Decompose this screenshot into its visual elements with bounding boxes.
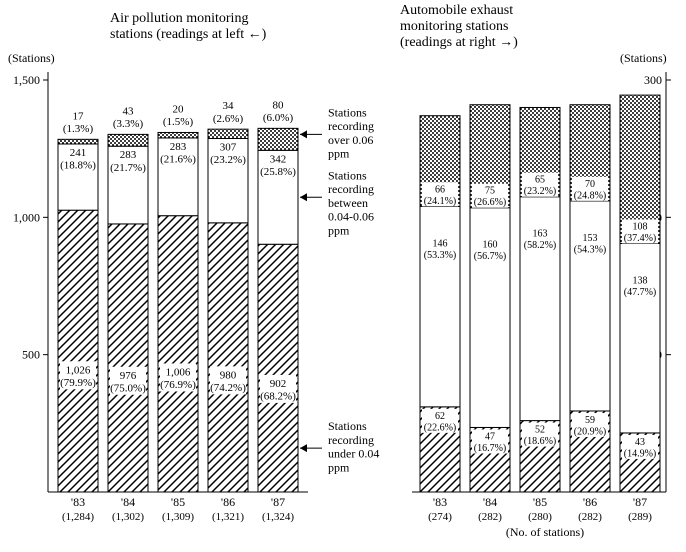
- right-year: '84: [483, 495, 497, 509]
- left-seg-label: 80(6.0%): [263, 99, 294, 124]
- right-total: (282): [578, 511, 602, 523]
- right-bar-seg: [420, 206, 460, 407]
- left-year: '86: [221, 495, 235, 509]
- legend-label: Stationsrecordingover 0.06ppm: [328, 105, 374, 160]
- left-seg-label: 34(2.6%): [213, 100, 244, 125]
- legend-label: Stationsrecordingunder 0.04ppm: [328, 419, 379, 474]
- left-year: '83: [71, 495, 85, 509]
- left-year: '84: [121, 495, 135, 509]
- left-total: (1,321): [212, 511, 244, 523]
- left-year: '85: [171, 495, 185, 509]
- right-total: (282): [478, 511, 502, 523]
- left-seg-label: 43(3.3%): [113, 105, 144, 130]
- right-year: '87: [633, 495, 647, 509]
- right-year: '83: [433, 495, 447, 509]
- right-year: '86: [583, 495, 597, 509]
- right-total: (289): [628, 511, 652, 523]
- right-bar-seg: [620, 243, 660, 433]
- legend-label: Stationsrecordingbetween0.04-0.06ppm: [328, 168, 374, 237]
- left-bar-seg: [108, 224, 148, 492]
- left-bar-seg: [158, 216, 198, 492]
- left-total: (1,302): [112, 511, 144, 523]
- right-xfoot: (No. of stations): [506, 525, 584, 539]
- left-bar-seg: [208, 223, 248, 492]
- left-seg-label: 20(1.5%): [163, 103, 194, 128]
- left-bar-seg: [108, 134, 148, 146]
- left-total: (1,324): [262, 511, 294, 523]
- right-ylabel: (Stations): [620, 51, 667, 65]
- left-seg-label: 17(1.3%): [63, 110, 94, 135]
- left-bar-seg: [58, 210, 98, 492]
- left-ytick: 1,500: [13, 73, 40, 87]
- right-total: (274): [428, 511, 452, 523]
- left-bar-seg: [258, 244, 298, 492]
- left-year: '87: [271, 495, 285, 509]
- left-bar-seg: [158, 132, 198, 137]
- right-title: Automobile exhaustmonitoring stations(re…: [400, 3, 518, 50]
- right-ytick: 300: [644, 73, 662, 87]
- left-title: Air pollution monitoringstations (readin…: [110, 11, 267, 42]
- left-ytick: 500: [22, 348, 40, 362]
- right-total: (280): [528, 511, 552, 523]
- left-total: (1,309): [162, 511, 194, 523]
- left-bar-seg: [58, 139, 98, 144]
- left-total: (1,284): [62, 511, 94, 523]
- left-ytick: 1,000: [13, 210, 40, 224]
- left-bar-seg: [208, 129, 248, 138]
- pollution-chart: Air pollution monitoringstations (readin…: [0, 0, 686, 552]
- left-bar-seg: [258, 128, 298, 150]
- left-ylabel: (Stations): [8, 51, 55, 65]
- right-year: '85: [533, 495, 547, 509]
